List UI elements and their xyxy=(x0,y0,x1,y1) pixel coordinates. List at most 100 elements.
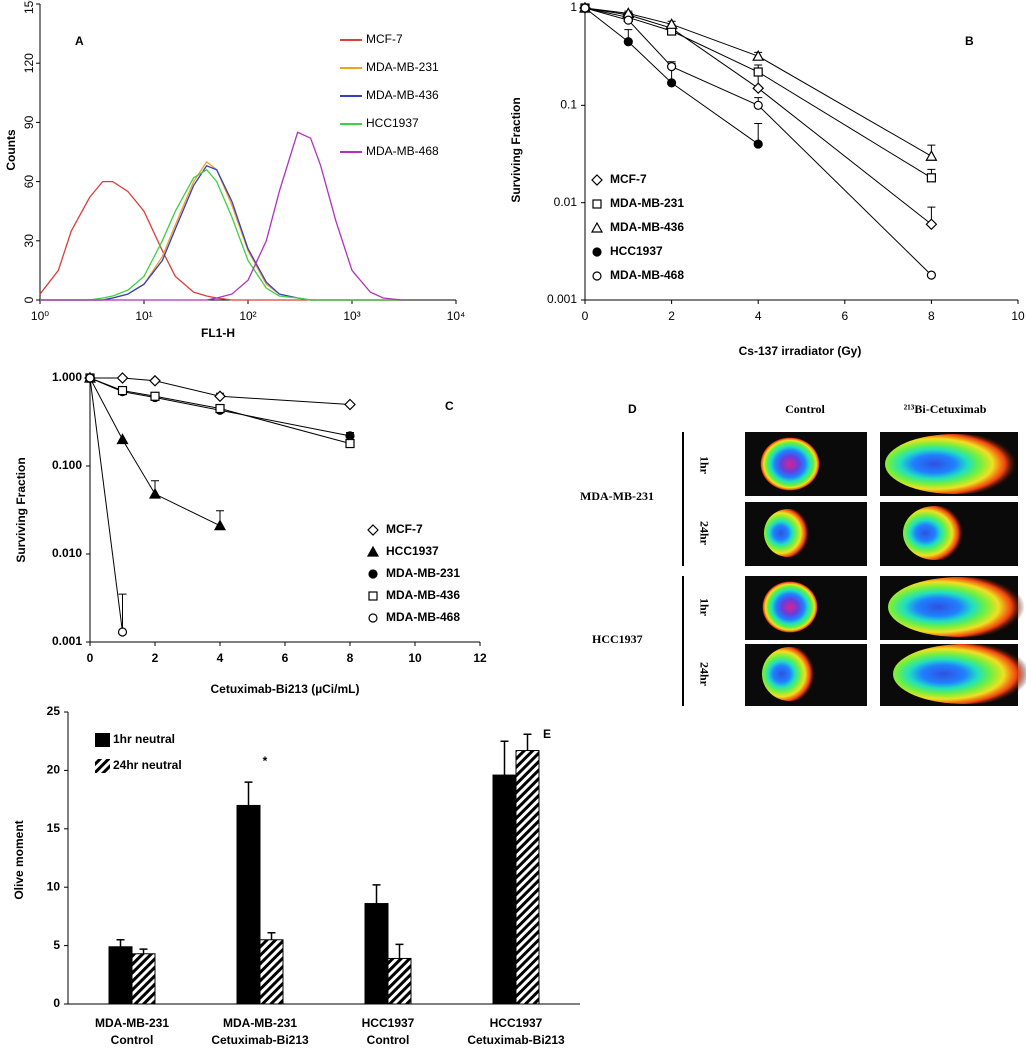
image-tiles xyxy=(745,432,1026,706)
marker xyxy=(344,398,356,411)
x-tick-label: 8 xyxy=(347,651,354,665)
column-header: Control xyxy=(785,402,825,416)
legend-swatch xyxy=(95,733,110,747)
series-line xyxy=(40,131,402,301)
y-tick-label: 15 xyxy=(47,821,61,835)
bar xyxy=(492,774,517,1005)
y-tick-label: 5 xyxy=(53,938,60,952)
error-bar xyxy=(118,593,127,632)
series-line xyxy=(40,165,402,301)
y-tick-label: 0.100 xyxy=(52,458,82,472)
legend-label: HCC1937 xyxy=(610,244,663,258)
x-tick-label: Cetuximab-Bi213 xyxy=(211,1033,309,1047)
marker xyxy=(753,139,763,149)
y-tick-label: 0.010 xyxy=(52,546,82,560)
legend-label: MDA-MB-468 xyxy=(610,268,684,282)
marker xyxy=(926,270,937,280)
marker xyxy=(116,433,129,445)
marker xyxy=(368,591,378,601)
error-bar xyxy=(267,932,276,940)
marker xyxy=(666,78,677,88)
x-tick-label: HCC1937 xyxy=(490,1016,543,1030)
series-line xyxy=(40,160,402,301)
x-axis-label: Cetuximab-Bi213 (µCi/mL) xyxy=(211,682,360,696)
marker xyxy=(368,569,378,579)
series-line xyxy=(89,377,123,633)
y-tick-label: 25 xyxy=(47,704,61,718)
y-tick-label: 150 xyxy=(22,0,36,14)
marker xyxy=(752,82,765,95)
x-axis-label: Cs-137 irradiator (Gy) xyxy=(739,344,862,358)
bar xyxy=(259,939,284,1005)
legend-label: MCF-7 xyxy=(610,172,647,186)
legend-label: MDA-MB-436 xyxy=(610,220,684,234)
marker xyxy=(753,100,763,110)
x-tick-label: HCC1937 xyxy=(362,1016,415,1030)
x-tick-label: MDA-MB-231 xyxy=(95,1016,169,1030)
legend-label: MDA-MB-231 xyxy=(610,196,684,210)
row-label: 1hr xyxy=(697,598,711,617)
row-label: 24hr xyxy=(697,662,711,687)
marker xyxy=(85,373,95,383)
marker xyxy=(590,221,604,233)
y-tick-label: 0.01 xyxy=(554,195,578,209)
legend-label: HCC1937 xyxy=(366,116,419,130)
bar xyxy=(364,903,389,1005)
y-tick-label: 60 xyxy=(22,175,36,189)
error-bar xyxy=(139,948,148,954)
series-line xyxy=(40,168,402,301)
x-tick-label: 6 xyxy=(841,309,848,323)
x-tick-label: Control xyxy=(111,1033,154,1047)
marker xyxy=(150,391,160,401)
x-tick-label: 10⁴ xyxy=(447,309,466,323)
error-bar xyxy=(500,740,509,776)
y-axis-label: Surviving Fraction xyxy=(509,97,523,202)
x-tick-label: Cetuximab-Bi213 xyxy=(467,1033,565,1047)
x-tick-label: 0 xyxy=(87,651,94,665)
marker xyxy=(666,62,677,72)
marker xyxy=(213,519,227,531)
marker xyxy=(592,247,602,257)
x-tick-label: 10¹ xyxy=(135,309,152,323)
marker xyxy=(925,218,938,231)
panel-label: D xyxy=(628,402,637,416)
marker xyxy=(580,3,590,13)
x-tick-label: 10² xyxy=(239,309,256,323)
panel-label: B xyxy=(965,34,974,48)
bar xyxy=(515,750,540,1005)
y-axis-label: Surviving Fraction xyxy=(14,457,28,562)
group-label: MDA-MB-231 xyxy=(580,489,654,503)
legend-label: MDA-MB-468 xyxy=(366,144,439,158)
legend-label: MCF-7 xyxy=(386,522,423,536)
marker xyxy=(926,173,937,183)
row-label: 24hr xyxy=(697,521,711,546)
marker xyxy=(366,545,380,557)
legend-label: MDA-MB-436 xyxy=(386,588,460,602)
marker xyxy=(591,174,603,186)
x-tick-label: 2 xyxy=(668,309,675,323)
y-tick-label: 0 xyxy=(22,296,36,303)
y-tick-label: 30 xyxy=(22,234,36,248)
x-tick-label: 10⁰ xyxy=(31,309,49,323)
marker xyxy=(367,524,379,536)
x-tick-label: 0 xyxy=(582,309,589,323)
annotation: * xyxy=(263,754,268,768)
error-bar xyxy=(372,884,381,904)
x-tick-label: 2 xyxy=(152,651,159,665)
series-line xyxy=(584,7,932,225)
marker xyxy=(623,15,633,25)
legend-label: MCF-7 xyxy=(366,32,403,46)
x-tick-label: 4 xyxy=(217,651,224,665)
series-line xyxy=(89,377,221,527)
legend-swatch xyxy=(95,759,110,773)
marker xyxy=(592,271,602,281)
marker xyxy=(117,627,128,637)
marker xyxy=(925,149,938,161)
bar xyxy=(236,804,261,1005)
series-line xyxy=(584,7,759,145)
marker xyxy=(149,374,161,387)
marker xyxy=(368,613,378,623)
marker xyxy=(665,18,678,29)
legend-label: MDA-MB-436 xyxy=(366,88,439,102)
